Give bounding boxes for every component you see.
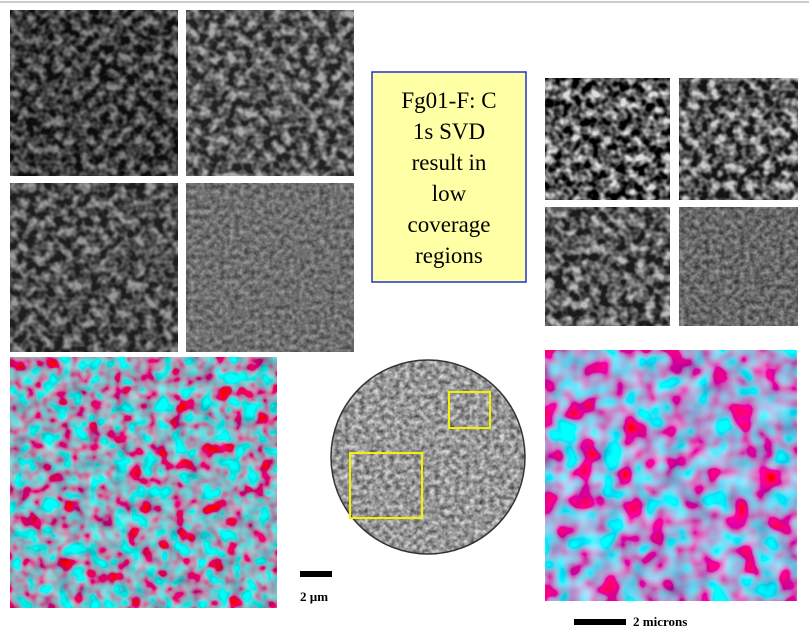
gray-panels-right <box>545 78 798 326</box>
scale-label: 2 µm <box>300 589 328 604</box>
caption-line: 1s SVD <box>413 119 485 144</box>
gray-panels-left <box>10 10 354 352</box>
figure: Fg01-F: C 1s SVD result in low coverage regio… <box>0 0 809 628</box>
scale-bar <box>300 571 332 577</box>
caption-line: low <box>432 181 467 206</box>
caption-line: regions <box>415 243 483 268</box>
caption-line: Fg01-F: C <box>401 88 496 113</box>
caption-line: coverage <box>408 212 491 237</box>
color-map-left <box>10 357 277 608</box>
scale-bar <box>574 619 626 625</box>
scale-label: 2 microns <box>633 614 687 628</box>
color-map-right <box>545 350 797 601</box>
caption-line: result in <box>412 150 487 175</box>
field-of-view <box>331 360 525 554</box>
